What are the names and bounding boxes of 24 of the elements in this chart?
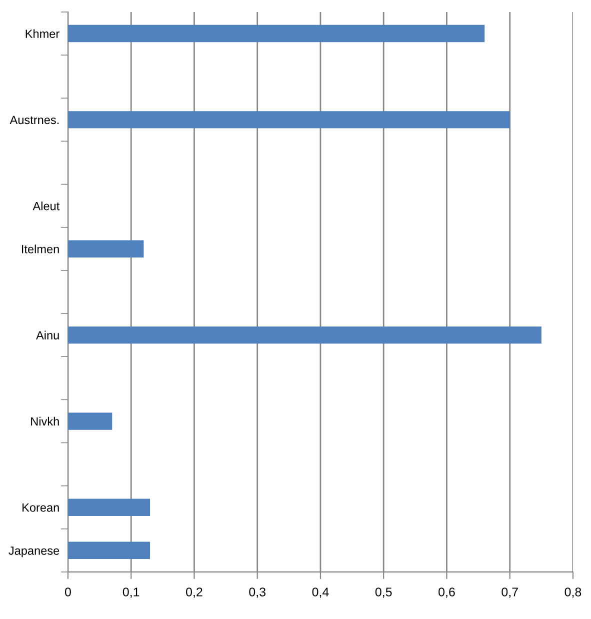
bar	[68, 326, 542, 344]
x-tick-label: 0,7	[502, 588, 518, 598]
x-tick-label: 0,3	[249, 588, 266, 598]
y-tick-label: Aleut	[32, 202, 60, 210]
bar	[68, 542, 150, 560]
x-tick-label: 0,4	[312, 588, 329, 598]
x-tick-label: 0,1	[122, 588, 140, 598]
y-tick-label: Austrnes.	[10, 116, 59, 124]
bar	[68, 498, 150, 516]
bar	[68, 24, 485, 42]
bar	[68, 412, 112, 430]
x-tick-label: 0	[64, 588, 71, 596]
x-tick-label: 0,8	[564, 588, 582, 598]
y-tick-label: Itelmen	[22, 244, 59, 254]
bar	[68, 240, 144, 258]
x-tick-label: 0,6	[438, 588, 455, 598]
y-tick-label: Ainu	[36, 330, 59, 340]
bar	[68, 111, 510, 128]
y-tick-label: Khmer	[26, 29, 60, 38]
y-tick-label: Nivkh	[31, 416, 59, 426]
y-tick-label: Japanese	[8, 546, 60, 558]
y-tick-label: Korean	[22, 504, 59, 512]
x-tick-label: 0,5	[375, 588, 392, 598]
x-tick-label: 0,2	[186, 588, 202, 598]
